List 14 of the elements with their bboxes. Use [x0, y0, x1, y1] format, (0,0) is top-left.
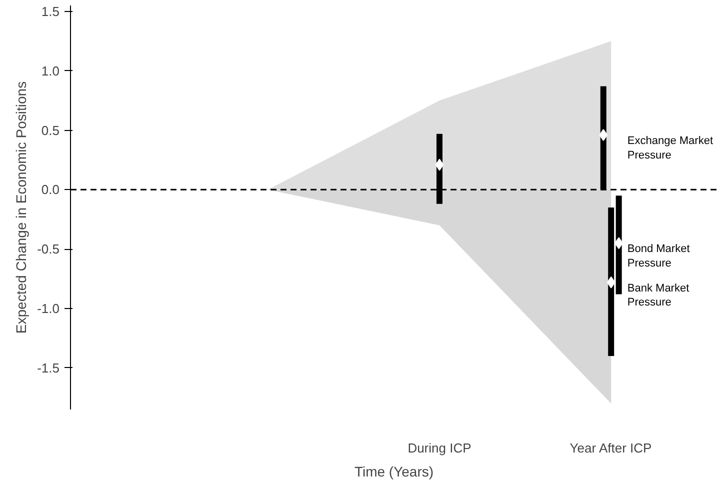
- y-tick-label: 0.5: [41, 122, 60, 138]
- annotation: Exchange Market Pressure: [627, 135, 714, 162]
- y-tick-label: 1.0: [41, 63, 60, 78]
- y-tick-label: 0.0: [41, 182, 60, 198]
- y-tick-label: -0.5: [37, 242, 60, 257]
- y-tick-label: 1.5: [41, 4, 60, 19]
- annotation: Bond Market Pressure: [627, 243, 690, 270]
- x-axis-title: Time (Years): [354, 464, 434, 480]
- x-tick-label: During ICP: [408, 440, 472, 456]
- y-tick-label: -1.5: [37, 360, 60, 376]
- y-tick-label: -1.0: [37, 301, 60, 316]
- y-axis-title: Expected Change in Economic Positions: [13, 81, 30, 334]
- annotation: Bank Market Pressure: [627, 282, 690, 309]
- x-tick-label: Year After ICP: [570, 440, 652, 456]
